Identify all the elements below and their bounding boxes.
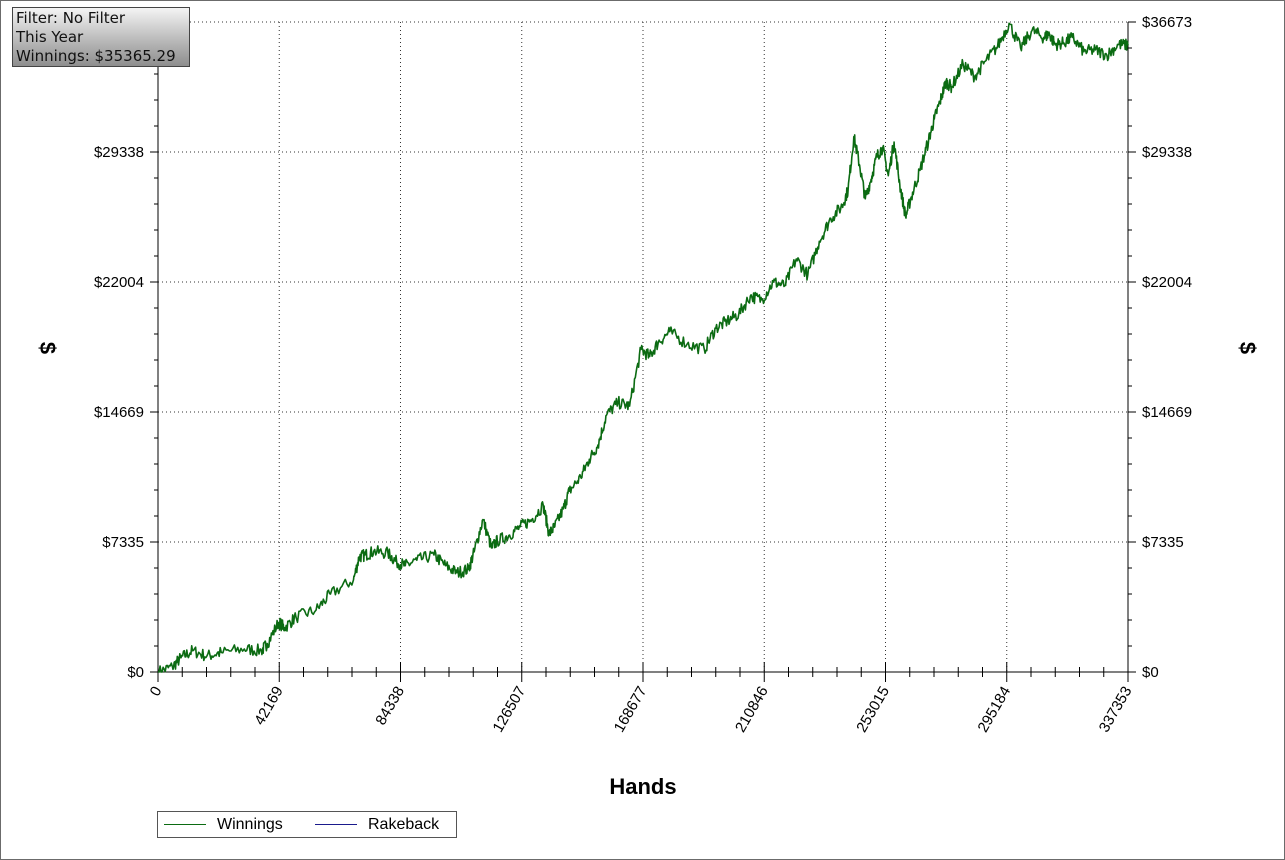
legend-swatch-winnings [164,824,206,825]
x-tick-label: 295184 [974,684,1014,736]
series-layer [158,22,1129,673]
legend-label-winnings: Winnings [217,816,283,833]
filter-label: Filter: No Filter [16,9,126,27]
series-line-winnings [158,22,1129,673]
legend-label-rakeback: Rakeback [368,816,440,833]
y-tick-label-left: $22004 [94,274,144,291]
legend-swatch-rakeback [315,824,357,825]
y-axis-title-left: $ [35,342,60,354]
y-tick-label-right: $29338 [1142,144,1192,161]
y-tick-label-right: $14669 [1142,404,1192,421]
x-tick-label: 0 [147,684,166,700]
x-tick-label: 168677 [611,684,651,736]
y-tick-label-left: $14669 [94,404,144,421]
y-tick-label-right: $0 [1142,664,1159,681]
x-tick-label: 253015 [853,684,893,736]
y-tick-label-right: $7335 [1142,534,1184,551]
y-tick-label-left: $29338 [94,144,144,161]
x-tick-label: 337353 [1096,684,1136,736]
x-tick-label: 210846 [732,684,772,736]
x-tick-label: 84338 [372,684,408,729]
x-axis-title: Hands [609,774,676,799]
y-tick-label-right: $36673 [1142,14,1192,31]
y-tick-label-left: $7335 [102,534,144,551]
grid-lines [158,21,1128,672]
y-axis-title-right: $ [1235,342,1260,354]
summary-box: Filter: No Filter This Year Winnings: $3… [12,7,190,67]
x-tick-label: 42169 [251,684,287,729]
y-tick-label-left: $0 [127,664,144,681]
winnings-total-label: Winnings: $35365.29 [16,47,176,65]
legend: Winnings Rakeback [157,811,457,838]
period-label: This Year [16,28,84,46]
x-tick-label: 126507 [489,684,529,736]
y-tick-label-right: $22004 [1142,274,1192,291]
